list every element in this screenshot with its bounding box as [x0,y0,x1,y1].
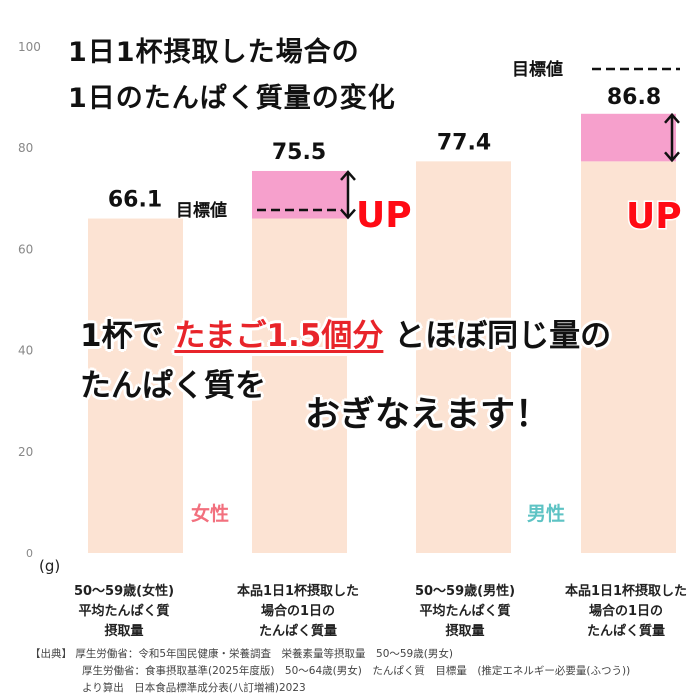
value-label: 86.8 [607,85,661,110]
bar [252,218,347,553]
arrow-head-down [340,208,356,220]
message-highlight: たまご1.5個分 [174,318,384,354]
y-tick-label: 80 [18,141,33,155]
group-label: 男性 [527,502,565,525]
source-line1: 【出典】 厚生労働省：令和5年国民健康・栄養調査 栄養素量等摂取量 50～59歳… [30,648,453,660]
arrow-head-down [664,151,680,163]
message-part1: 1杯で [80,318,164,354]
message-part2: とほぼ同じ量の [394,318,612,354]
chart-title-line2: 1日のたんぱく質量の変化 [68,83,396,114]
chart-title-line1: 1日1杯摂取した場合の [68,37,360,68]
category-label-female-with-product: 本品1日1杯摂取した 場合の1日の たんぱく質量 [236,584,360,639]
target-label: 目標値 [512,59,563,80]
up-label: UP [626,196,682,237]
value-label: 77.4 [437,130,491,155]
category-label-female-average: 50～59歳(女性) 平均たんぱく質 摂取量 [73,584,175,639]
value-label: 66.1 [108,188,162,213]
unit-label: (g) [39,557,60,575]
message-line2: たんぱく質を [80,368,266,404]
group-label: 女性 [191,502,229,525]
category-label-male-average: 50～59歳(男性) 平均たんぱく質 摂取量 [414,584,516,639]
bar [88,218,183,553]
arrow-head-up [664,112,680,124]
message-line1: 1杯で たまご1.5個分 とほぼ同じ量の [80,310,611,355]
bar [581,161,676,553]
y-tick-label: 60 [18,242,33,256]
y-tick-label: 0 [26,547,33,560]
category-label-male-with-product: 本品1日1杯摂取した 場合の1日の たんぱく質量 [564,584,688,639]
source-line3: より算出 日本食品標準成分表(八訂増補)2023 [82,682,306,694]
up-label: UP [356,195,412,236]
arrow-head-up [340,170,356,181]
bar [416,161,511,553]
target-label: 目標値 [176,200,227,221]
y-tick-label: 40 [18,344,33,358]
bar-increase [581,113,676,162]
source-line2: 厚生労働省：食事摂取基準(2025年度版) 50～64歳(男女) たんぱく質 目… [82,665,631,677]
y-tick-label: 20 [18,445,33,459]
value-label: 75.5 [272,140,326,165]
message-line3: おぎなえます！ [305,395,551,435]
y-tick-label: 100 [18,40,41,54]
bar-increase [252,170,347,219]
